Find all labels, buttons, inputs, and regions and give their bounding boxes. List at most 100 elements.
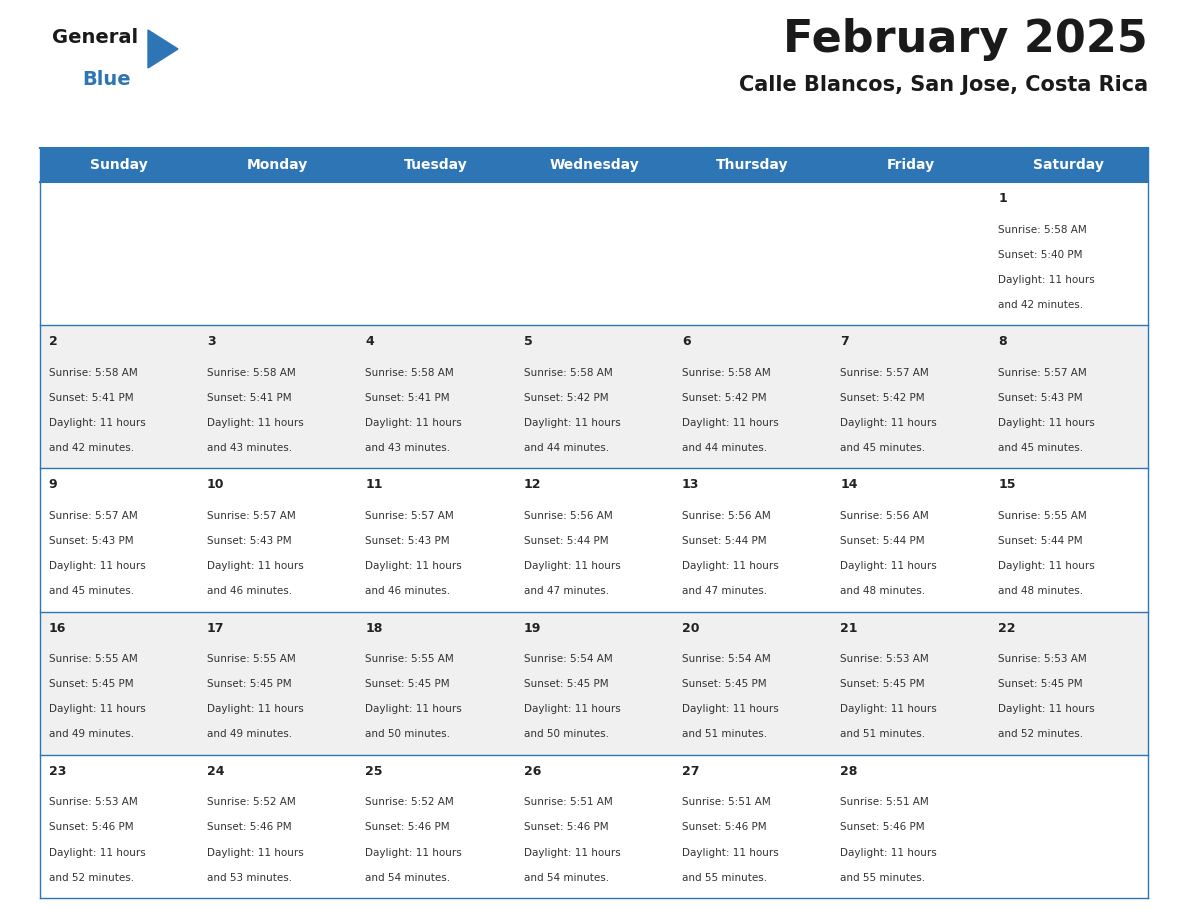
Text: Sunrise: 5:58 AM: Sunrise: 5:58 AM [49, 368, 138, 378]
Text: Sunrise: 5:56 AM: Sunrise: 5:56 AM [840, 511, 929, 521]
Text: and 48 minutes.: and 48 minutes. [998, 587, 1083, 596]
Text: 6: 6 [682, 335, 690, 348]
Text: 2: 2 [49, 335, 57, 348]
Text: and 50 minutes.: and 50 minutes. [524, 730, 608, 739]
Text: Daylight: 11 hours: Daylight: 11 hours [524, 847, 620, 857]
Bar [674, 755, 832, 898]
Text: Sunrise: 5:54 AM: Sunrise: 5:54 AM [524, 655, 612, 665]
Bar [674, 182, 832, 325]
Text: Sunrise: 5:53 AM: Sunrise: 5:53 AM [840, 655, 929, 665]
Text: and 45 minutes.: and 45 minutes. [49, 587, 134, 596]
Text: Daylight: 11 hours: Daylight: 11 hours [682, 704, 778, 714]
Text: and 44 minutes.: and 44 minutes. [524, 443, 608, 453]
Text: Monday: Monday [247, 158, 308, 172]
Text: 9: 9 [49, 478, 57, 491]
Text: General: General [52, 28, 138, 47]
Bar [990, 755, 1148, 898]
Text: Daylight: 11 hours: Daylight: 11 hours [840, 704, 937, 714]
Text: Sunset: 5:43 PM: Sunset: 5:43 PM [49, 536, 133, 546]
Bar [514, 611, 674, 755]
Text: 8: 8 [998, 335, 1007, 348]
Bar [832, 325, 990, 468]
Text: Daylight: 11 hours: Daylight: 11 hours [524, 561, 620, 571]
Text: Sunrise: 5:58 AM: Sunrise: 5:58 AM [207, 368, 296, 378]
Text: 11: 11 [365, 478, 383, 491]
Text: Daylight: 11 hours: Daylight: 11 hours [524, 704, 620, 714]
Text: and 49 minutes.: and 49 minutes. [49, 730, 134, 739]
Text: 21: 21 [840, 621, 858, 634]
Text: 16: 16 [49, 621, 67, 634]
Text: Sunset: 5:40 PM: Sunset: 5:40 PM [998, 250, 1083, 260]
Bar [356, 755, 514, 898]
Text: Daylight: 11 hours: Daylight: 11 hours [207, 561, 304, 571]
Text: Sunrise: 5:57 AM: Sunrise: 5:57 AM [49, 511, 138, 521]
Text: Sunrise: 5:51 AM: Sunrise: 5:51 AM [840, 798, 929, 808]
Text: and 53 minutes.: and 53 minutes. [207, 873, 292, 882]
Bar [198, 611, 356, 755]
Text: Sunrise: 5:58 AM: Sunrise: 5:58 AM [998, 225, 1087, 235]
Text: February 2025: February 2025 [783, 18, 1148, 61]
Text: 24: 24 [207, 765, 225, 778]
Text: Daylight: 11 hours: Daylight: 11 hours [49, 704, 145, 714]
Bar [832, 611, 990, 755]
Bar [198, 755, 356, 898]
Text: and 54 minutes.: and 54 minutes. [524, 873, 608, 882]
Bar [40, 182, 198, 325]
Text: Friday: Friday [886, 158, 935, 172]
Text: and 45 minutes.: and 45 minutes. [998, 443, 1083, 453]
Text: 5: 5 [524, 335, 532, 348]
Text: and 46 minutes.: and 46 minutes. [365, 587, 450, 596]
Text: and 44 minutes.: and 44 minutes. [682, 443, 767, 453]
Text: and 51 minutes.: and 51 minutes. [840, 730, 925, 739]
Text: Daylight: 11 hours: Daylight: 11 hours [840, 847, 937, 857]
Text: and 47 minutes.: and 47 minutes. [682, 587, 767, 596]
Text: Sunset: 5:43 PM: Sunset: 5:43 PM [365, 536, 450, 546]
Text: Sunrise: 5:56 AM: Sunrise: 5:56 AM [682, 511, 771, 521]
Text: Wednesday: Wednesday [549, 158, 639, 172]
Text: Daylight: 11 hours: Daylight: 11 hours [840, 561, 937, 571]
Text: Sunrise: 5:55 AM: Sunrise: 5:55 AM [49, 655, 138, 665]
Text: 22: 22 [998, 621, 1016, 634]
Text: Daylight: 11 hours: Daylight: 11 hours [365, 561, 462, 571]
Text: 15: 15 [998, 478, 1016, 491]
Text: 25: 25 [365, 765, 383, 778]
Text: Sunset: 5:44 PM: Sunset: 5:44 PM [998, 536, 1083, 546]
Text: and 52 minutes.: and 52 minutes. [49, 873, 134, 882]
Bar [832, 468, 990, 611]
Text: 7: 7 [840, 335, 849, 348]
Text: Sunday: Sunday [90, 158, 148, 172]
Text: Sunrise: 5:55 AM: Sunrise: 5:55 AM [365, 655, 454, 665]
Text: Sunset: 5:46 PM: Sunset: 5:46 PM [365, 823, 450, 833]
Text: Thursday: Thursday [716, 158, 789, 172]
Text: Sunset: 5:46 PM: Sunset: 5:46 PM [207, 823, 291, 833]
Bar [40, 468, 198, 611]
Text: and 52 minutes.: and 52 minutes. [998, 730, 1083, 739]
Bar [356, 468, 514, 611]
Text: 4: 4 [365, 335, 374, 348]
Text: and 48 minutes.: and 48 minutes. [840, 587, 925, 596]
Bar [990, 611, 1148, 755]
Text: Sunrise: 5:52 AM: Sunrise: 5:52 AM [207, 798, 296, 808]
Text: Calle Blancos, San Jose, Costa Rica: Calle Blancos, San Jose, Costa Rica [739, 75, 1148, 95]
Text: Sunset: 5:44 PM: Sunset: 5:44 PM [840, 536, 924, 546]
Text: Sunrise: 5:56 AM: Sunrise: 5:56 AM [524, 511, 612, 521]
Text: and 42 minutes.: and 42 minutes. [49, 443, 134, 453]
Text: Daylight: 11 hours: Daylight: 11 hours [49, 561, 145, 571]
Text: Tuesday: Tuesday [404, 158, 468, 172]
Text: 13: 13 [682, 478, 700, 491]
Bar [40, 325, 198, 468]
Text: Saturday: Saturday [1034, 158, 1105, 172]
Text: 28: 28 [840, 765, 858, 778]
Text: and 54 minutes.: and 54 minutes. [365, 873, 450, 882]
Text: Sunset: 5:45 PM: Sunset: 5:45 PM [524, 679, 608, 689]
Text: 17: 17 [207, 621, 225, 634]
Text: Sunrise: 5:51 AM: Sunrise: 5:51 AM [682, 798, 771, 808]
Text: Sunset: 5:45 PM: Sunset: 5:45 PM [682, 679, 766, 689]
Bar [832, 755, 990, 898]
Text: Sunset: 5:42 PM: Sunset: 5:42 PM [840, 393, 924, 403]
Text: and 46 minutes.: and 46 minutes. [207, 587, 292, 596]
Text: and 45 minutes.: and 45 minutes. [840, 443, 925, 453]
Text: and 55 minutes.: and 55 minutes. [840, 873, 925, 882]
Text: 27: 27 [682, 765, 700, 778]
Bar [990, 468, 1148, 611]
